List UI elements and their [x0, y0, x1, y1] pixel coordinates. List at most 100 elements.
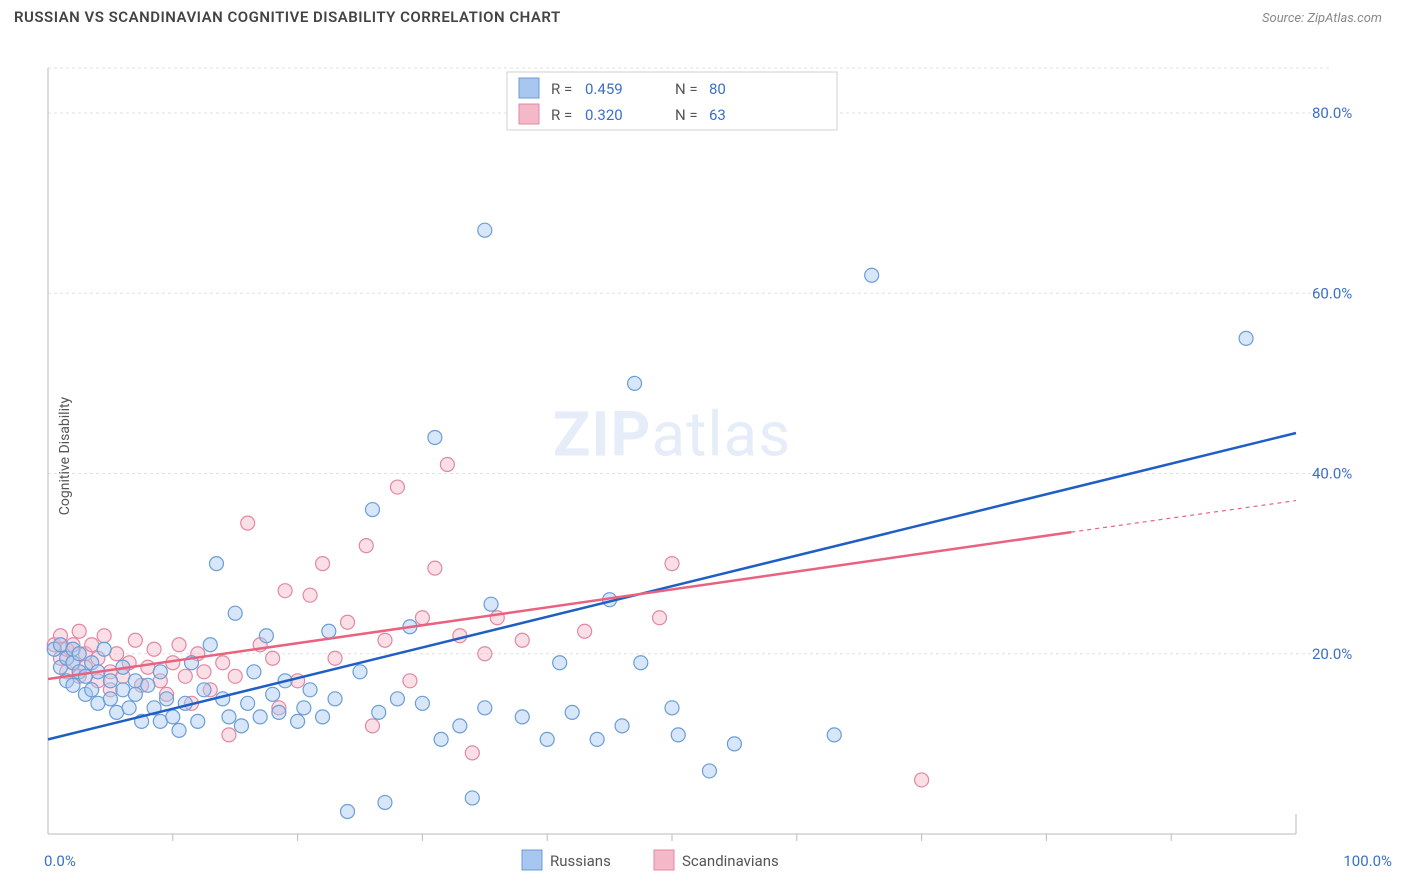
stats-n-value: 63	[709, 106, 726, 124]
data-point-russians	[222, 710, 236, 724]
data-point-russians	[365, 503, 379, 517]
data-point-scandinavians	[428, 561, 442, 575]
data-point-russians	[865, 268, 879, 282]
data-point-scandinavians	[378, 633, 392, 647]
data-point-russians	[247, 665, 261, 679]
stats-n-label: N =	[675, 80, 698, 98]
data-point-russians	[266, 687, 280, 701]
data-point-scandinavians	[415, 611, 429, 625]
data-point-russians	[372, 705, 386, 719]
data-point-scandinavians	[72, 624, 86, 638]
data-point-russians	[197, 683, 211, 697]
data-point-scandinavians	[178, 669, 192, 683]
data-point-russians	[415, 696, 429, 710]
watermark: ZIPatlas	[553, 399, 792, 472]
data-point-russians	[103, 674, 117, 688]
data-point-russians	[85, 683, 99, 697]
data-point-russians	[341, 804, 355, 818]
data-point-russians	[172, 723, 186, 737]
legend-label: Russians	[550, 852, 611, 870]
y-tick-label: 20.0%	[1312, 645, 1352, 663]
data-point-scandinavians	[341, 615, 355, 629]
y-tick-label: 40.0%	[1312, 465, 1352, 483]
data-point-russians	[615, 719, 629, 733]
data-point-russians	[665, 701, 679, 715]
data-point-scandinavians	[222, 728, 236, 742]
legend-swatch	[522, 850, 542, 870]
data-point-russians	[478, 701, 492, 715]
y-axis-label: Cognitive Disability	[57, 397, 73, 515]
data-point-russians	[203, 638, 217, 652]
data-point-russians	[434, 732, 448, 746]
data-point-russians	[727, 737, 741, 751]
data-point-scandinavians	[97, 629, 111, 643]
data-point-russians	[209, 557, 223, 571]
data-point-scandinavians	[328, 651, 342, 665]
correlation-scatter-chart: 20.0%40.0%60.0%80.0%0.0%100.0%ZIPatlasR …	[0, 30, 1406, 882]
data-point-russians	[671, 728, 685, 742]
data-point-russians	[465, 791, 479, 805]
data-point-russians	[160, 692, 174, 706]
data-point-russians	[228, 606, 242, 620]
data-point-scandinavians	[197, 665, 211, 679]
legend-swatch	[654, 850, 674, 870]
data-point-scandinavians	[440, 458, 454, 472]
data-point-russians	[553, 656, 567, 670]
data-point-russians	[166, 710, 180, 724]
data-point-russians	[259, 629, 273, 643]
data-point-russians	[241, 696, 255, 710]
data-point-russians	[316, 710, 330, 724]
data-point-scandinavians	[365, 719, 379, 733]
data-point-scandinavians	[665, 557, 679, 571]
data-point-russians	[453, 719, 467, 733]
data-point-russians	[515, 710, 529, 724]
data-point-russians	[103, 692, 117, 706]
data-point-russians	[634, 656, 648, 670]
stats-n-value: 80	[709, 80, 726, 98]
data-point-russians	[191, 714, 205, 728]
stats-swatch	[519, 78, 539, 98]
data-point-russians	[234, 719, 248, 733]
data-point-scandinavians	[653, 611, 667, 625]
x-min-label: 0.0%	[44, 852, 76, 870]
stats-r-value: 0.320	[585, 106, 623, 124]
data-point-scandinavians	[216, 656, 230, 670]
data-point-russians	[827, 728, 841, 742]
data-point-scandinavians	[915, 773, 929, 787]
data-point-russians	[628, 376, 642, 390]
data-point-scandinavians	[403, 674, 417, 688]
data-point-russians	[1239, 331, 1253, 345]
trend-line-scandinavians-extrapolated	[1071, 501, 1296, 533]
data-point-scandinavians	[578, 624, 592, 638]
data-point-russians	[565, 705, 579, 719]
data-point-russians	[141, 678, 155, 692]
data-point-russians	[97, 642, 111, 656]
data-point-russians	[378, 795, 392, 809]
data-point-scandinavians	[316, 557, 330, 571]
data-point-scandinavians	[266, 651, 280, 665]
y-tick-label: 80.0%	[1312, 104, 1352, 122]
chart-title: RUSSIAN VS SCANDINAVIAN COGNITIVE DISABI…	[14, 8, 561, 26]
data-point-scandinavians	[515, 633, 529, 647]
data-point-russians	[291, 714, 305, 728]
data-point-russians	[390, 692, 404, 706]
trend-line-russians	[48, 433, 1296, 739]
data-point-scandinavians	[228, 669, 242, 683]
data-point-russians	[428, 430, 442, 444]
data-point-russians	[322, 624, 336, 638]
data-point-russians	[297, 701, 311, 715]
data-point-scandinavians	[465, 746, 479, 760]
data-point-scandinavians	[359, 539, 373, 553]
data-point-russians	[478, 223, 492, 237]
data-point-russians	[122, 701, 136, 715]
stats-swatch	[519, 104, 539, 124]
data-point-scandinavians	[172, 638, 186, 652]
data-point-scandinavians	[478, 647, 492, 661]
data-point-scandinavians	[303, 588, 317, 602]
data-point-scandinavians	[390, 480, 404, 494]
data-point-russians	[272, 705, 286, 719]
data-point-russians	[153, 665, 167, 679]
data-point-russians	[128, 687, 142, 701]
x-max-label: 100.0%	[1343, 852, 1392, 870]
data-point-russians	[702, 764, 716, 778]
